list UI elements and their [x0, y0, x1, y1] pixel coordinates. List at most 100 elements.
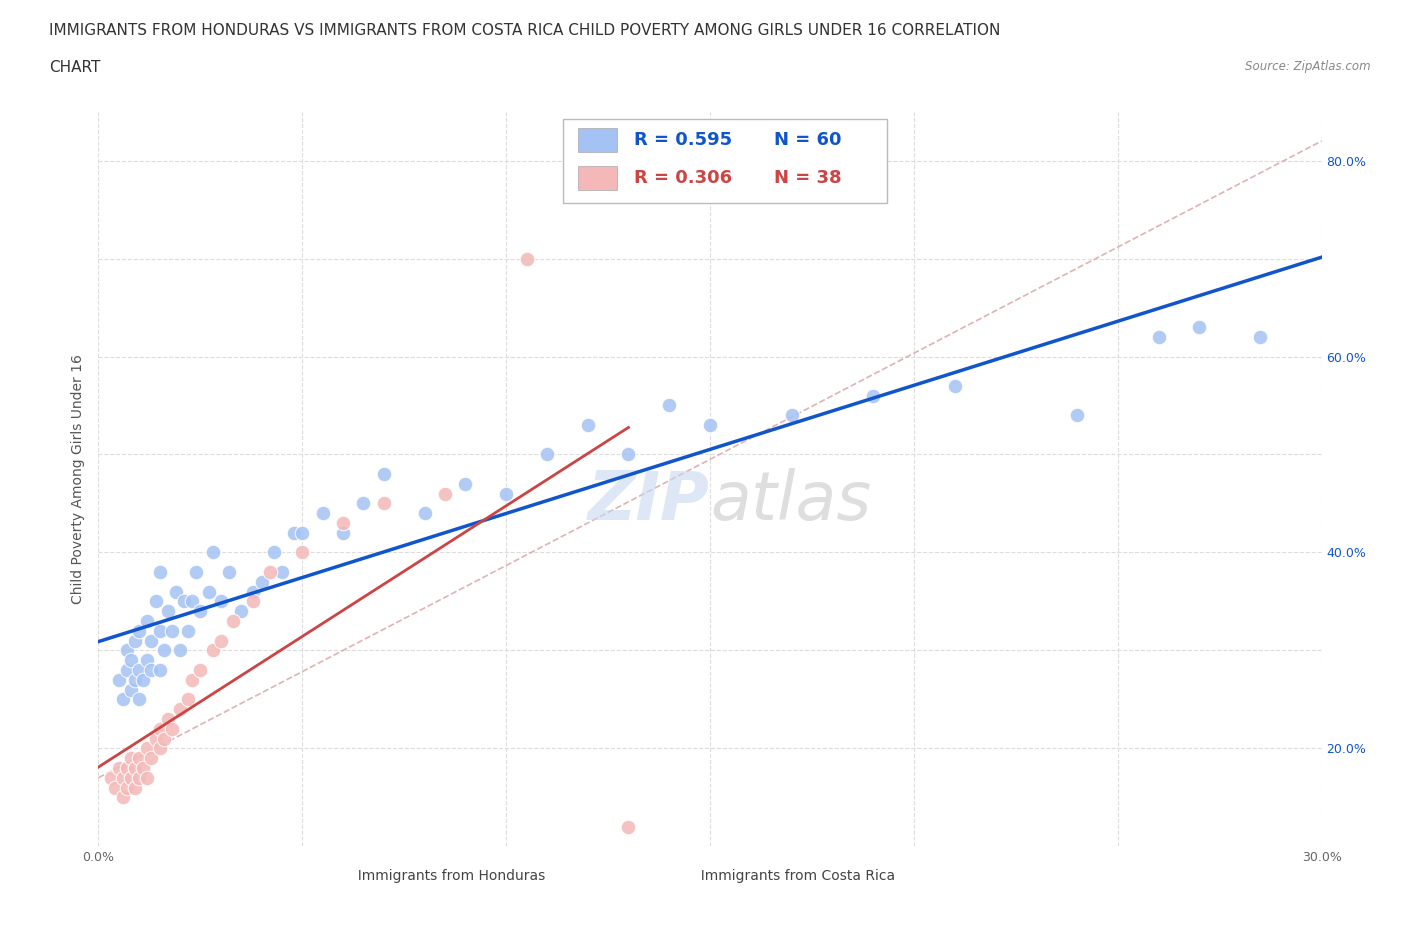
Point [454, 476, 477, 491]
Point [222, 614, 245, 629]
Point [617, 819, 640, 834]
Point [181, 594, 204, 609]
Point [218, 565, 240, 579]
Point [169, 702, 191, 717]
Point [177, 692, 200, 707]
Point [169, 643, 191, 658]
Point [124, 780, 146, 795]
Point [197, 584, 219, 599]
Point [132, 672, 155, 687]
Point [136, 614, 159, 629]
Point [124, 761, 146, 776]
Point [145, 731, 167, 746]
Point [1249, 329, 1271, 344]
Point [186, 565, 208, 579]
Point [177, 623, 200, 638]
Point [291, 545, 314, 560]
Point [149, 565, 172, 579]
Point [156, 604, 179, 618]
Point [201, 545, 224, 560]
Point [516, 251, 538, 266]
Point [780, 408, 803, 423]
Point [160, 722, 183, 737]
Point [617, 447, 640, 462]
Point [152, 731, 174, 746]
Point [181, 672, 204, 687]
Point [128, 692, 150, 707]
Point [149, 623, 172, 638]
Point [115, 761, 138, 776]
Point [111, 692, 134, 707]
Text: N = 60: N = 60 [773, 131, 841, 149]
Point [141, 662, 163, 677]
Point [111, 790, 134, 804]
Point [120, 682, 142, 697]
Point [128, 770, 150, 785]
Point [699, 418, 721, 432]
FancyBboxPatch shape [655, 865, 682, 886]
Text: CHART: CHART [49, 60, 101, 75]
Point [108, 672, 131, 687]
Text: R = 0.306: R = 0.306 [634, 169, 733, 188]
Text: atlas: atlas [710, 468, 872, 534]
Point [250, 575, 273, 590]
Text: Source: ZipAtlas.com: Source: ZipAtlas.com [1246, 60, 1371, 73]
Point [373, 496, 395, 511]
Point [352, 496, 374, 511]
Point [209, 594, 232, 609]
Point [495, 486, 517, 501]
Point [373, 467, 395, 482]
Point [132, 761, 155, 776]
Point [173, 594, 195, 609]
Point [136, 653, 159, 668]
Text: Immigrants from Honduras: Immigrants from Honduras [349, 869, 546, 883]
Point [434, 486, 457, 501]
Point [115, 662, 138, 677]
Point [115, 643, 138, 658]
Point [209, 633, 232, 648]
Point [120, 751, 142, 765]
Point [108, 761, 131, 776]
Point [115, 780, 138, 795]
Point [136, 770, 159, 785]
Point [259, 565, 281, 579]
Text: N = 38: N = 38 [773, 169, 841, 188]
Point [149, 722, 172, 737]
Y-axis label: Child Poverty Among Girls Under 16: Child Poverty Among Girls Under 16 [72, 354, 86, 604]
Point [201, 643, 224, 658]
Point [658, 398, 681, 413]
Point [242, 594, 264, 609]
Point [124, 672, 146, 687]
Point [141, 633, 163, 648]
Point [141, 751, 163, 765]
Text: IMMIGRANTS FROM HONDURAS VS IMMIGRANTS FROM COSTA RICA CHILD POVERTY AMONG GIRLS: IMMIGRANTS FROM HONDURAS VS IMMIGRANTS F… [49, 23, 1001, 38]
Text: ZIP: ZIP [588, 468, 710, 534]
Point [1066, 408, 1088, 423]
Text: Immigrants from Costa Rica: Immigrants from Costa Rica [692, 869, 894, 883]
Point [576, 418, 599, 432]
Point [242, 584, 264, 599]
Point [536, 447, 558, 462]
Point [332, 515, 354, 530]
Point [128, 623, 150, 638]
FancyBboxPatch shape [578, 127, 617, 152]
Point [332, 525, 354, 540]
Point [104, 780, 127, 795]
Point [413, 506, 436, 521]
Point [120, 770, 142, 785]
Point [188, 662, 212, 677]
Point [231, 604, 253, 618]
Point [263, 545, 285, 560]
Point [283, 525, 305, 540]
Point [1147, 329, 1170, 344]
Point [188, 604, 212, 618]
Point [152, 643, 174, 658]
Point [124, 633, 146, 648]
Point [100, 770, 122, 785]
Point [270, 565, 294, 579]
FancyBboxPatch shape [312, 865, 339, 886]
Point [149, 741, 172, 756]
Point [943, 379, 966, 393]
Point [862, 388, 884, 403]
Point [1188, 320, 1211, 335]
